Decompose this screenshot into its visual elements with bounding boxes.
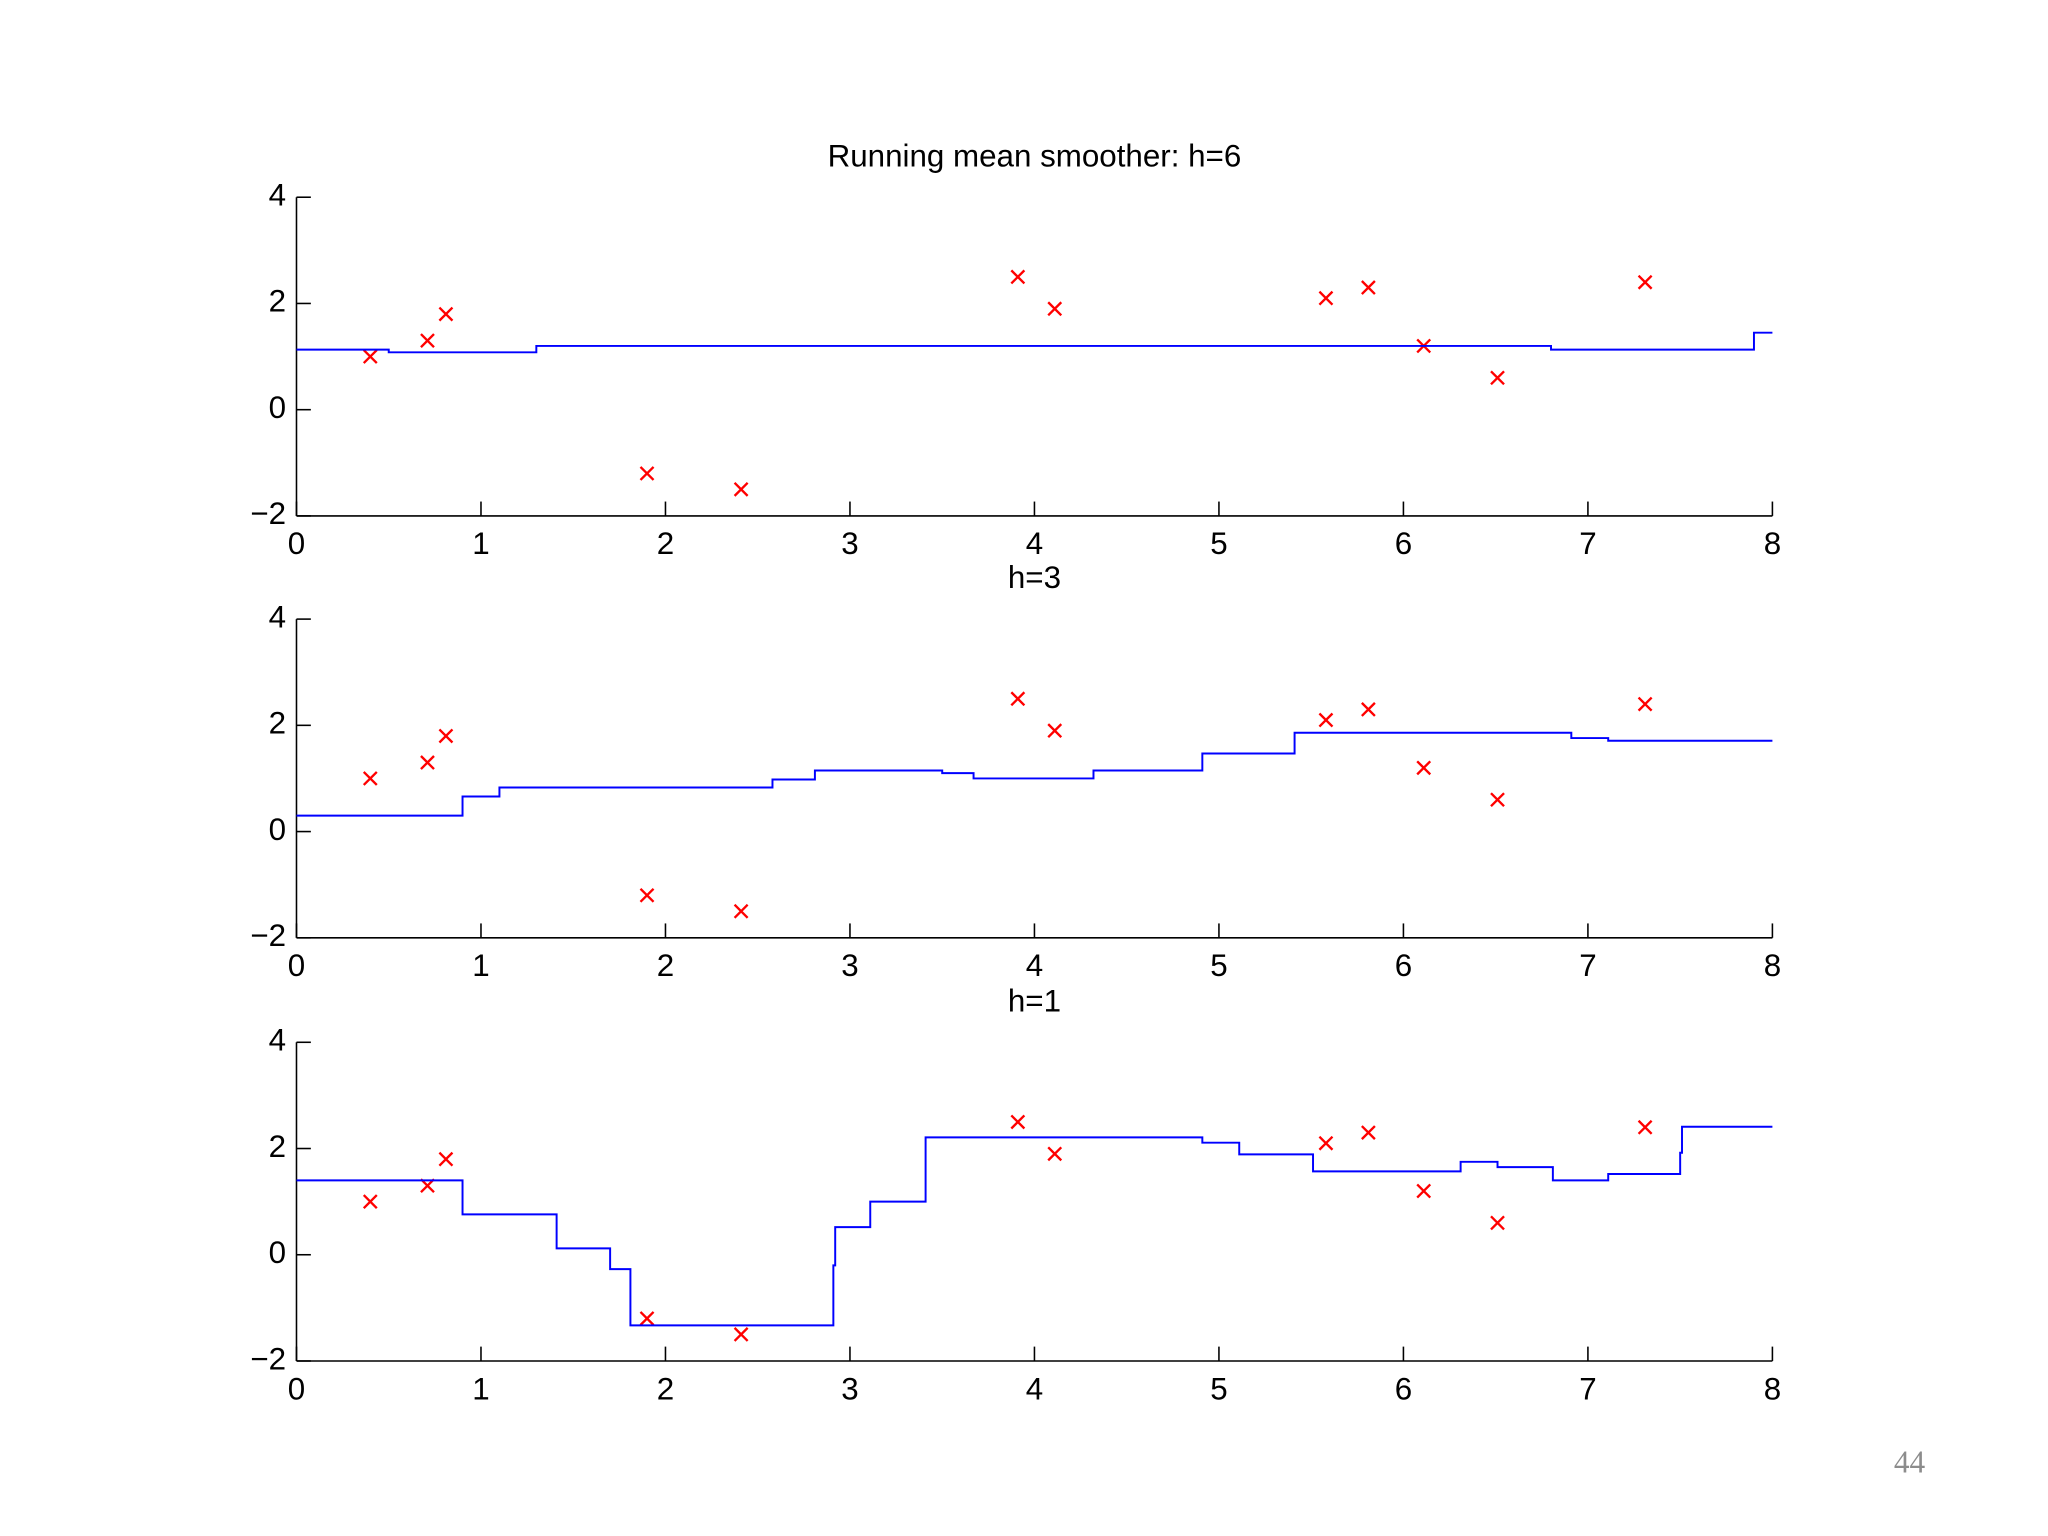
y-tick-label: 4 xyxy=(269,599,286,634)
data-point xyxy=(438,728,454,744)
data-point xyxy=(1416,1183,1432,1199)
data-point xyxy=(733,481,749,497)
data-point xyxy=(1490,792,1505,808)
x-tick-label: 1 xyxy=(472,526,489,561)
x-tick-label: 5 xyxy=(1210,526,1227,561)
data-point xyxy=(1318,290,1334,306)
data-point xyxy=(1490,370,1505,386)
x-tick-label: 7 xyxy=(1579,948,1596,983)
x-tick-label: 8 xyxy=(1764,526,1781,561)
chart-title: h=1 xyxy=(1008,983,1061,1018)
x-tick-label: 4 xyxy=(1026,526,1043,561)
x-tick-label: 6 xyxy=(1395,526,1412,561)
data-point xyxy=(639,887,655,903)
data-point xyxy=(438,1151,454,1167)
x-tick-label: 6 xyxy=(1395,1371,1412,1406)
data-point xyxy=(1010,269,1026,285)
y-tick-label: 0 xyxy=(269,1235,286,1270)
x-tick-label: 1 xyxy=(472,1371,489,1406)
data-point xyxy=(733,1327,749,1342)
data-point xyxy=(1361,702,1376,717)
data-point xyxy=(420,755,435,770)
x-tick-label: 3 xyxy=(841,1371,858,1406)
y-tick-label: 2 xyxy=(269,706,286,741)
smoother-line xyxy=(296,731,1773,817)
y-tick-label: −2 xyxy=(250,918,286,953)
data-point xyxy=(1637,1119,1653,1135)
x-tick-label: 0 xyxy=(288,948,305,983)
data-point xyxy=(639,466,655,481)
data-point xyxy=(1318,712,1334,728)
y-tick-label: −2 xyxy=(250,496,286,531)
y-tick-label: 4 xyxy=(269,1023,286,1058)
x-tick-label: 6 xyxy=(1395,948,1412,983)
data-point xyxy=(362,771,378,786)
smoother-line xyxy=(296,331,1773,354)
data-point xyxy=(362,349,378,364)
y-tick-label: 2 xyxy=(269,1129,286,1164)
y-tick-label: 4 xyxy=(269,178,286,213)
data-point xyxy=(1047,723,1063,739)
data-point xyxy=(1047,301,1063,317)
x-tick-label: 0 xyxy=(288,1371,305,1406)
page-number: 44 xyxy=(1894,1445,1926,1480)
data-point xyxy=(733,903,749,919)
y-tick-label: 0 xyxy=(269,390,286,425)
data-point xyxy=(1047,1146,1063,1162)
x-tick-label: 3 xyxy=(841,948,858,983)
x-tick-label: 7 xyxy=(1579,1371,1596,1406)
x-tick-label: 8 xyxy=(1764,1371,1781,1406)
data-point xyxy=(639,1311,655,1326)
x-tick-label: 8 xyxy=(1764,948,1781,983)
data-point xyxy=(1010,691,1026,707)
data-point xyxy=(1637,696,1653,712)
x-tick-label: 2 xyxy=(657,1371,674,1406)
data-point xyxy=(1318,1135,1334,1151)
x-tick-label: 7 xyxy=(1579,526,1596,561)
data-point xyxy=(1010,1114,1026,1130)
x-tick-label: 4 xyxy=(1026,1371,1043,1406)
x-tick-label: 2 xyxy=(657,948,674,983)
y-tick-label: 0 xyxy=(269,812,286,847)
data-point xyxy=(1490,1215,1505,1231)
x-tick-label: 4 xyxy=(1026,948,1043,983)
y-tick-label: 2 xyxy=(269,284,286,319)
chart-title: h=3 xyxy=(1008,560,1061,595)
smoother-line xyxy=(296,1125,1773,1327)
data-point xyxy=(1416,760,1432,776)
data-point xyxy=(420,333,435,348)
chart-title: Running mean smoother: h=6 xyxy=(828,138,1242,173)
x-tick-label: 2 xyxy=(657,526,674,561)
data-point xyxy=(362,1194,378,1209)
data-point xyxy=(1361,1125,1376,1140)
x-tick-label: 3 xyxy=(841,526,858,561)
data-point xyxy=(1637,274,1653,290)
y-tick-label: −2 xyxy=(250,1341,286,1376)
x-tick-label: 1 xyxy=(472,948,489,983)
x-tick-label: 0 xyxy=(288,526,305,561)
x-tick-label: 5 xyxy=(1210,1371,1227,1406)
data-point xyxy=(1361,280,1376,295)
data-point xyxy=(438,306,454,322)
x-tick-label: 5 xyxy=(1210,948,1227,983)
